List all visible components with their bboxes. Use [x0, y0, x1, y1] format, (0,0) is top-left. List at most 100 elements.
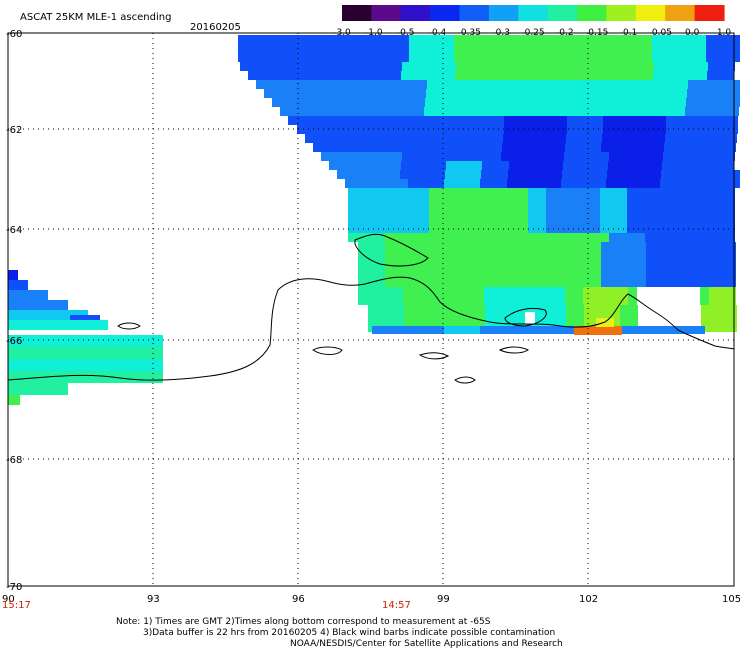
lon-label: 96	[292, 594, 305, 605]
data-block	[600, 152, 609, 161]
data-block	[619, 269, 628, 278]
data-block	[517, 170, 526, 179]
data-block	[673, 242, 682, 251]
data-block	[437, 161, 446, 170]
data-block	[472, 170, 481, 179]
data-block	[384, 197, 393, 206]
data-block	[366, 62, 375, 71]
data-block	[628, 260, 637, 269]
data-block	[376, 251, 385, 260]
data-block	[679, 53, 688, 62]
data-block	[598, 80, 607, 89]
data-block	[353, 98, 362, 107]
data-block	[502, 143, 511, 152]
data-block	[630, 125, 639, 134]
data-block	[445, 35, 454, 44]
data-block	[658, 107, 667, 116]
data-block	[648, 116, 657, 125]
data-block	[488, 98, 497, 107]
data-block	[724, 170, 733, 179]
data-block	[447, 188, 456, 197]
data-block	[385, 296, 394, 305]
data-block	[376, 296, 385, 305]
data-block	[582, 188, 591, 197]
data-block	[351, 125, 360, 134]
data-block	[282, 89, 291, 98]
data-block	[564, 197, 573, 206]
data-block	[322, 143, 331, 152]
data-block	[301, 44, 310, 53]
data-block	[463, 44, 472, 53]
data-block	[591, 233, 600, 242]
data-block	[457, 143, 466, 152]
data-block	[348, 197, 357, 206]
data-block	[547, 278, 556, 287]
data-block	[359, 134, 368, 143]
data-block	[299, 98, 308, 107]
data-block	[291, 89, 300, 98]
data-block	[636, 224, 645, 233]
data-block	[691, 251, 700, 260]
data-block	[546, 197, 555, 206]
data-block	[543, 89, 552, 98]
data-block	[330, 152, 339, 161]
data-block	[471, 179, 480, 188]
data-block	[381, 326, 390, 334]
data-block	[492, 62, 501, 71]
lon-label: 99	[437, 594, 450, 605]
data-block	[525, 89, 534, 98]
data-block	[661, 44, 670, 53]
data-block	[678, 179, 687, 188]
data-block	[422, 305, 431, 314]
data-block	[611, 305, 620, 314]
data-block	[467, 314, 476, 323]
data-block	[537, 188, 546, 197]
data-block	[697, 53, 706, 62]
data-block	[354, 89, 363, 98]
data-block	[373, 35, 382, 44]
data-block	[634, 80, 643, 89]
data-block	[589, 44, 598, 53]
data-block	[725, 161, 734, 170]
data-block	[519, 188, 528, 197]
data-block	[606, 179, 615, 188]
data-block	[447, 152, 456, 161]
data-block	[717, 206, 726, 215]
data-block	[490, 44, 499, 53]
data-block	[710, 323, 719, 332]
data-block	[355, 80, 364, 89]
data-block	[501, 188, 510, 197]
lon-label: 93	[147, 594, 160, 605]
data-block	[411, 233, 420, 242]
data-block	[680, 71, 689, 80]
data-block	[456, 206, 465, 215]
data-block	[256, 80, 265, 89]
data-block	[678, 89, 687, 98]
data-block	[429, 62, 438, 71]
data-block	[642, 89, 651, 98]
data-block	[470, 98, 479, 107]
data-block	[525, 312, 535, 324]
data-block	[510, 62, 519, 71]
data-block	[501, 215, 510, 224]
data-block	[728, 134, 737, 143]
data-block	[402, 233, 411, 242]
data-block	[466, 296, 475, 305]
data-block	[571, 170, 580, 179]
data-block	[374, 161, 383, 170]
data-block	[8, 280, 28, 290]
data-block	[402, 152, 411, 161]
data-block	[429, 215, 438, 224]
data-block	[547, 260, 556, 269]
data-block	[383, 161, 392, 170]
data-block	[544, 44, 553, 53]
data-block	[368, 305, 377, 314]
data-block	[716, 161, 725, 170]
data-block	[567, 125, 576, 134]
data-block	[457, 269, 466, 278]
data-block	[483, 62, 492, 71]
data-block	[633, 89, 642, 98]
data-block	[620, 134, 629, 143]
data-block	[396, 116, 405, 125]
data-block	[440, 314, 449, 323]
